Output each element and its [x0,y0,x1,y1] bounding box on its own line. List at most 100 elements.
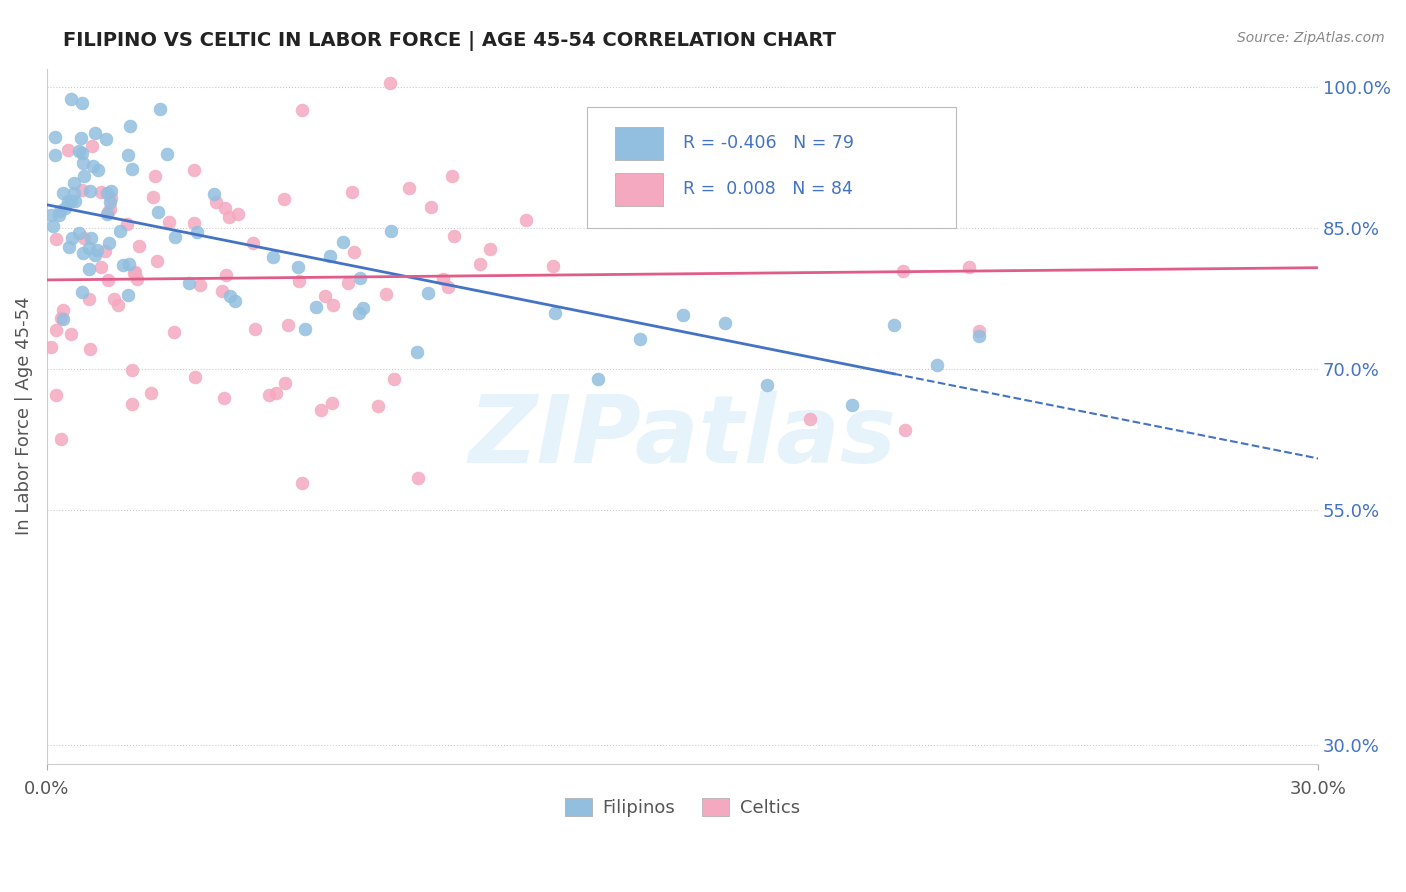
Point [79,184,101,198]
Point [149,102,172,116]
Y-axis label: In Labor Force | Age 45-54: In Labor Force | Age 45-54 [15,297,32,535]
Point [98,194,121,209]
Point [156,147,179,161]
Point [96,207,118,221]
Point [586,372,609,386]
Point [183,163,205,178]
Point [84,248,107,262]
Point [294,322,316,336]
Point [628,332,651,346]
Point [145,254,167,268]
Point [262,250,284,264]
Point [367,399,389,413]
Point [894,424,917,438]
Point [211,285,233,299]
Point [967,328,990,343]
Point [183,216,205,230]
Point [72,183,94,197]
Point [48,203,70,218]
Point [967,324,990,338]
Point [205,194,228,209]
Point [380,224,402,238]
Point [274,376,297,391]
Point [141,386,163,401]
Text: R =  0.008   N = 84: R = 0.008 N = 84 [682,180,852,198]
Point [72,156,94,170]
Point [111,258,134,272]
Point [90,260,112,274]
Point [118,119,141,133]
Point [59,194,82,208]
Point [127,271,149,285]
Point [184,370,207,384]
Point [79,342,101,356]
Point [58,240,80,254]
Bar [616,127,664,161]
Point [883,318,905,333]
Point [58,194,80,208]
Point [347,306,370,320]
Point [406,344,429,359]
Point [264,385,287,400]
Point [117,217,139,231]
Point [65,194,87,209]
Point [314,288,336,302]
Point [841,398,863,412]
Point [60,231,83,245]
Point [443,228,465,243]
Point [59,327,82,342]
Text: ZIPatlas: ZIPatlas [468,391,897,483]
Point [118,257,141,271]
Point [163,325,186,339]
Bar [616,173,664,206]
Point [319,249,342,263]
Point [49,432,72,446]
Point [103,292,125,306]
Point [70,95,93,110]
Point [52,186,75,201]
Point [87,163,110,178]
Point [67,144,90,158]
Point [671,308,693,322]
Point [343,245,366,260]
Point [70,145,93,160]
Point [375,286,398,301]
Point [398,181,420,195]
Point [228,207,250,221]
Point [124,266,146,280]
Point [39,340,62,354]
Point [39,208,62,222]
Point [243,322,266,336]
Point [799,412,821,426]
Text: FILIPINO VS CELTIC IN LABOR FORCE | AGE 45-54 CORRELATION CHART: FILIPINO VS CELTIC IN LABOR FORCE | AGE … [63,31,837,51]
Point [186,225,208,239]
Point [72,246,94,260]
Point [321,298,343,312]
Point [117,148,139,162]
Point [52,302,75,317]
Point [142,190,165,204]
Point [121,162,143,177]
Point [219,288,242,302]
Point [121,363,143,377]
Point [70,130,93,145]
Point [100,191,122,205]
Point [90,185,112,199]
Point [60,92,83,106]
Point [224,293,246,308]
Point [257,387,280,401]
Point [73,231,96,245]
Point [45,232,67,246]
Point [80,230,103,244]
Point [352,301,374,316]
Point [957,260,980,274]
Point [714,317,737,331]
Point [277,318,299,332]
Point [925,358,948,372]
Point [77,292,100,306]
Point [756,378,779,392]
FancyBboxPatch shape [588,107,956,228]
Point [218,210,240,224]
Point [273,192,295,206]
Point [77,261,100,276]
